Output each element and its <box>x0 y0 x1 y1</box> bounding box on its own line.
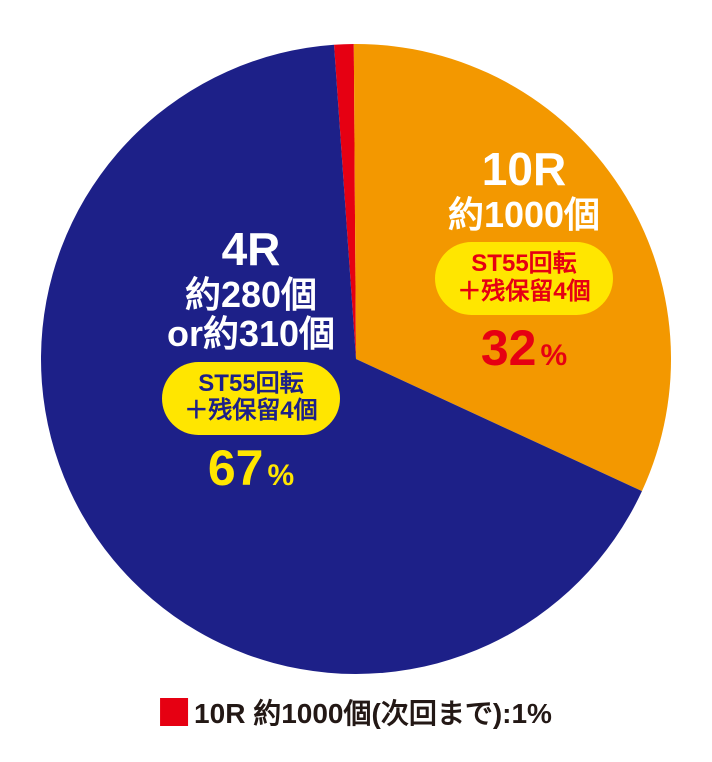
slice-4r-title: 4R <box>121 224 381 275</box>
slice-4r-pill-line2: ＋残保留4個 <box>184 397 317 424</box>
slice-4r-pill: ST55回転 ＋残保留4個 <box>162 362 339 435</box>
slice-10r-percent: 32 % <box>399 321 649 376</box>
slice-4r-percent-number: 67 <box>208 441 264 496</box>
slice-label-4r: 4R 約280個 or約310個 ST55回転 ＋残保留4個 67 % <box>121 224 381 496</box>
slice-4r-sub2: or約310個 <box>121 314 381 354</box>
slice-4r-pill-line1: ST55回転 <box>198 370 303 397</box>
slice-10r-percent-number: 32 <box>481 321 537 376</box>
legend-text: 10R 約1000個(次回まで):1% <box>194 692 552 732</box>
slice-4r-sub1: 約280個 <box>121 275 381 315</box>
slice-10r-pill-line1: ST55回転 <box>471 250 576 277</box>
slice-4r-percent-sign: % <box>267 459 294 492</box>
slice-10r-pill: ST55回転 ＋残保留4個 <box>435 242 612 315</box>
slice-4r-percent: 67 % <box>121 441 381 496</box>
legend: 10R 約1000個(次回まで):1% <box>160 692 552 732</box>
legend-swatch <box>160 698 188 726</box>
slice-10r-title: 10R <box>399 144 649 195</box>
slice-10r-percent-sign: % <box>540 339 567 372</box>
slice-label-10r: 10R 約1000個 ST55回転 ＋残保留4個 32 % <box>399 144 649 376</box>
slice-10r-pill-line2: ＋残保留4個 <box>457 278 590 305</box>
pie-chart: 10R 約1000個 ST55回転 ＋残保留4個 32 % 4R 約280個 o… <box>41 44 671 674</box>
slice-10r-sub: 約1000個 <box>399 195 649 235</box>
